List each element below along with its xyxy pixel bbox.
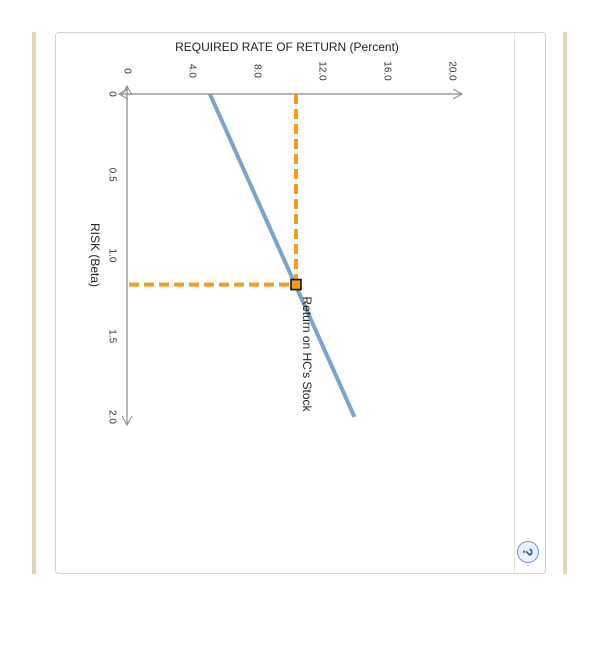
return-tick-label: 12.0	[316, 61, 327, 81]
reference-point-marker	[290, 278, 302, 291]
right-accent-bar	[563, 32, 567, 574]
return-tick-label: 16.0	[381, 61, 392, 81]
beta-tick-label: 1.5	[106, 329, 117, 343]
left-accent-bar	[32, 32, 36, 574]
return-tick-label: 8.0	[251, 64, 262, 78]
beta-tick-label: 0.5	[106, 168, 117, 182]
beta-tick-label: 2.0	[106, 410, 117, 424]
return-tick-label: 4.0	[186, 64, 197, 78]
beta-tick-label: 0	[106, 91, 117, 97]
return-tick-label: 20.0	[446, 61, 457, 81]
help-button[interactable]: ?	[517, 541, 539, 563]
panel-divider	[514, 33, 515, 573]
beta-axis-label: RISK (Beta)	[88, 223, 102, 287]
labels-group: 0 4.0 8.0 12.0 16.0 20.0 0 0.5 1.0 1.5 2.0 REQUIRED…	[88, 40, 458, 424]
series-group	[208, 93, 357, 418]
help-icon: ?	[520, 547, 536, 557]
graph-panel	[55, 32, 546, 574]
reference-lines-group	[129, 94, 298, 287]
series-label: Return on HC's Stock	[300, 296, 314, 412]
beta-tick-label: 1.0	[106, 249, 117, 263]
chart-title: REQUIRED RATE OF RETURN (Percent)	[175, 40, 399, 54]
axes-group	[119, 86, 462, 425]
series-line	[208, 93, 357, 418]
return-tick-label: 0	[121, 68, 132, 74]
